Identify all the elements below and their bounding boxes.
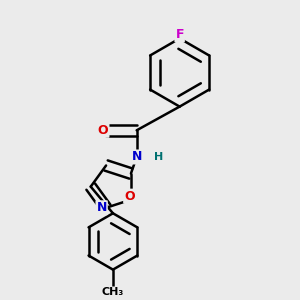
Text: F: F [176,28,184,41]
Text: O: O [98,124,109,137]
Text: O: O [124,190,135,202]
Text: CH₃: CH₃ [102,287,124,297]
Text: H: H [154,152,164,162]
Text: N: N [131,151,142,164]
Text: N: N [97,201,107,214]
